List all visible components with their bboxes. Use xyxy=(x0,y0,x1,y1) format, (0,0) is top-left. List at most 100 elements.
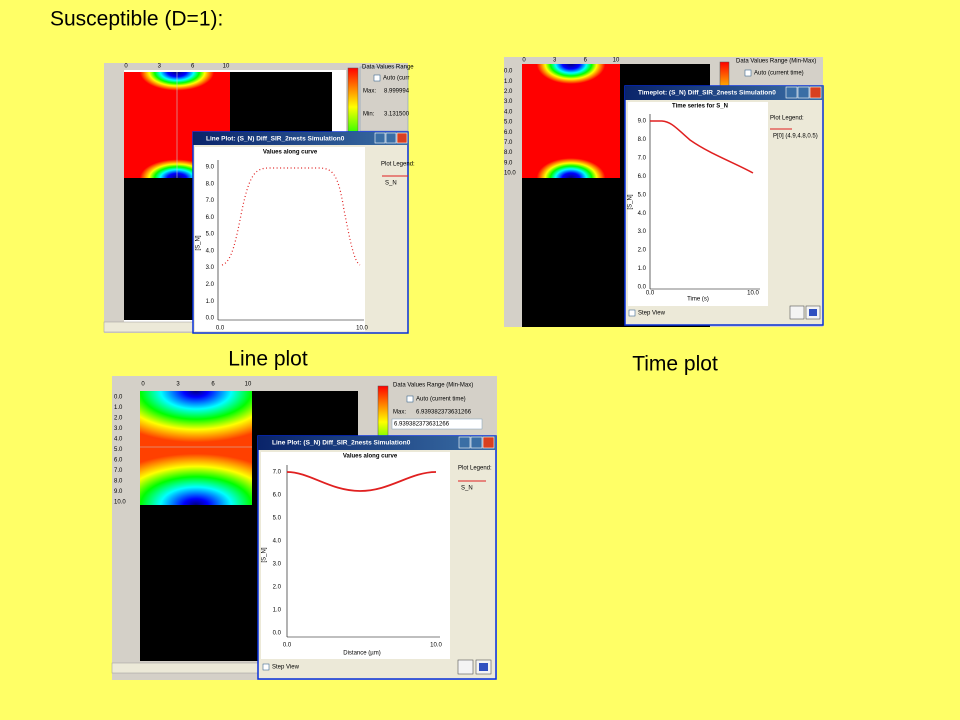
range-label: Max: xyxy=(363,89,376,95)
tick-label: 4.0 xyxy=(504,109,513,115)
legend-item: P[0] (4.9,4.8,0.5) xyxy=(773,134,818,140)
window-button[interactable] xyxy=(458,436,471,449)
button[interactable] xyxy=(789,305,805,320)
tick-label: 7.0 xyxy=(638,155,647,161)
range-title: Data Values Range (Min-Max) xyxy=(393,383,473,389)
tick-label: 8.0 xyxy=(114,479,123,485)
checkbox[interactable] xyxy=(406,395,414,403)
tick-label: 0 xyxy=(522,58,526,64)
window-button[interactable] xyxy=(396,132,408,144)
tick-label: 0.0 xyxy=(273,631,282,637)
screenshot: Data Values Range (Min-Max) Auto (curren… xyxy=(111,376,497,680)
tick-label: 3.0 xyxy=(206,265,215,271)
tick-label: 2.0 xyxy=(273,585,282,591)
heatmap-spot xyxy=(140,391,252,448)
plot-bg xyxy=(261,452,450,659)
tick-label: 10 xyxy=(223,64,230,70)
window-title: Line Plot: (S_N) Diff_SIR_2nests Simulat… xyxy=(206,136,345,143)
tick-label: 0.0 xyxy=(114,395,123,401)
tick-label: 1.0 xyxy=(114,405,123,411)
tick-label: 0.0 xyxy=(216,326,225,332)
caption: Time plot xyxy=(632,353,718,376)
tick-label: 1.0 xyxy=(638,266,647,272)
window-button[interactable] xyxy=(374,132,386,144)
tick-label: 3.0 xyxy=(638,229,647,235)
tick-label: 0.0 xyxy=(638,285,647,291)
heatmap-spot xyxy=(522,121,620,178)
plot-bg xyxy=(195,147,365,331)
range-title: Data Values Range xyxy=(362,65,414,71)
tick-label: 6.0 xyxy=(206,215,215,221)
tick-label: 1.0 xyxy=(504,79,513,85)
tick-label: 7.0 xyxy=(114,468,123,474)
icon xyxy=(479,663,488,671)
tick-label: 4.0 xyxy=(114,437,123,443)
window-button[interactable] xyxy=(470,436,483,449)
curve xyxy=(221,167,361,266)
screenshot: Data Values Range (Min-Max) Auto (curren… xyxy=(504,57,824,327)
tick-label: 0.0 xyxy=(206,316,215,322)
step-view: Step View xyxy=(638,311,666,317)
range-auto: Auto (curr xyxy=(383,76,409,82)
tick-label: 3.0 xyxy=(114,426,123,432)
tick-label: 1.0 xyxy=(206,299,215,305)
tick-label: 9.0 xyxy=(504,160,513,166)
range-box xyxy=(359,66,409,132)
tick-label: 6.0 xyxy=(273,493,282,499)
slide-title: Susceptible (D=1): xyxy=(50,8,223,31)
button[interactable] xyxy=(457,659,474,675)
y-label: [S_N] xyxy=(262,547,268,562)
text-field[interactable] xyxy=(391,418,483,430)
range-field: 6.939382373631266 xyxy=(394,422,450,428)
checkbox[interactable] xyxy=(262,663,270,671)
window-title: Timeplot: (S_N) Diff_SIR_2nests Simulati… xyxy=(638,90,776,97)
tick-label: 0 xyxy=(124,64,128,70)
range-label: Max: xyxy=(393,410,406,416)
tick-label: 0.0 xyxy=(504,69,513,75)
tick-label: 4.0 xyxy=(206,248,215,254)
tick-label: 8.0 xyxy=(638,137,647,143)
tick-label: 1.0 xyxy=(273,608,282,614)
tick-label: 5.0 xyxy=(638,192,647,198)
tick-label: 10.0 xyxy=(504,171,516,177)
heatmap-spot xyxy=(522,64,620,121)
tick-label: 7.0 xyxy=(273,470,282,476)
plot-title: Values along curve xyxy=(263,150,318,156)
tick-label: 9.0 xyxy=(206,165,215,171)
range-auto: Auto (current time) xyxy=(416,397,466,403)
tick-label: 0.0 xyxy=(283,643,292,649)
plot-title: Values along curve xyxy=(343,454,398,460)
tick-label: 6 xyxy=(191,64,195,70)
window-button[interactable] xyxy=(809,86,822,99)
range-value: 6.939382373631266 xyxy=(416,410,472,416)
window-button[interactable] xyxy=(797,86,810,99)
step-view: Step View xyxy=(272,665,300,671)
legend-item: S_N xyxy=(385,181,397,187)
tick-label: 10.0 xyxy=(114,500,126,506)
y-label: [S_N] xyxy=(628,194,634,209)
tick-label: 10.0 xyxy=(356,326,368,332)
legend-title: Plot Legend: xyxy=(770,116,804,122)
plot-title: Time series for S_N xyxy=(672,104,728,110)
range-value: 3.131500 xyxy=(384,112,410,118)
tick-label: 8.0 xyxy=(504,150,513,156)
legend-title: Plot Legend: xyxy=(381,162,415,168)
tick-label: 7.0 xyxy=(504,140,513,146)
tick-label: 4.0 xyxy=(638,211,647,217)
window-button[interactable] xyxy=(385,132,397,144)
window-button[interactable] xyxy=(785,86,798,99)
title-bar xyxy=(258,436,496,450)
checkbox[interactable] xyxy=(373,74,381,82)
window-button[interactable] xyxy=(482,436,495,449)
checkbox[interactable] xyxy=(628,309,636,317)
x-label: Distance (µm) xyxy=(343,651,380,657)
tick-label: 10.0 xyxy=(430,643,442,649)
checkbox[interactable] xyxy=(744,69,752,77)
tick-label: 2.0 xyxy=(206,282,215,288)
title-bar xyxy=(625,86,823,100)
curve xyxy=(286,471,437,492)
range-value: 8.999994 xyxy=(384,89,410,95)
